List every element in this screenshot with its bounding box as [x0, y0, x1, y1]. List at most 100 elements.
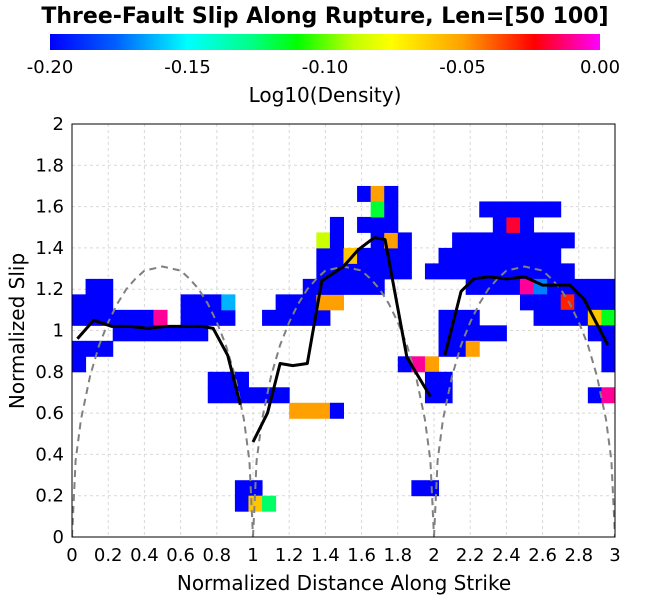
- mean-slip-line: [251, 236, 432, 443]
- x-tick-label: 0: [66, 545, 77, 566]
- x-axis-ticks: 0 0.2 0.4 0.6 0.8 1 1.2 1.4 1.6 1.8 2 2.2 2.4 2.6 2.8 3: [66, 545, 620, 566]
- heatmap-cell: [302, 294, 317, 311]
- heatmap-cell: [506, 232, 521, 249]
- heatmap-cell: [329, 402, 344, 419]
- heatmap-cell: [275, 387, 290, 404]
- heatmap-cell: [99, 340, 114, 357]
- heatmap-cell: [560, 294, 575, 311]
- x-tick-label: 2.8: [564, 545, 593, 566]
- colorbar-label: Log10(Density): [249, 83, 402, 107]
- heatmap-cell: [194, 294, 209, 311]
- heatmap-cell: [506, 201, 521, 218]
- heatmap-cell: [506, 216, 521, 233]
- mean-slip-line: [76, 318, 242, 406]
- heatmap-cell: [519, 201, 535, 218]
- heatmap-cell: [112, 325, 127, 342]
- heatmap-cell: [370, 247, 385, 264]
- heatmap-cell: [519, 247, 535, 264]
- heatmap-cell: [302, 402, 317, 419]
- heatmap-cell: [574, 309, 589, 326]
- y-tick-label: 0.4: [35, 444, 64, 465]
- heatmap-cell: [560, 309, 575, 326]
- heatmap-cell: [85, 294, 100, 311]
- heatmap-cell: [343, 247, 358, 264]
- heatmap-cell: [85, 278, 100, 295]
- heatmap-cell: [465, 340, 480, 357]
- heatmap-cell: [506, 247, 521, 264]
- heatmap-cell: [533, 263, 548, 280]
- heatmap-cell: [547, 201, 562, 218]
- heatmap-cell: [519, 232, 535, 249]
- heatmap-cell: [492, 263, 507, 280]
- x-tick-label: 1.6: [347, 545, 376, 566]
- heatmap-cell: [357, 185, 372, 202]
- heatmap-cell: [601, 309, 615, 326]
- y-tick-label: 2: [53, 114, 64, 135]
- x-tick-label: 0.6: [166, 545, 195, 566]
- heatmap-cell: [533, 232, 548, 249]
- heatmap-cell: [465, 263, 480, 280]
- chart-title: Three-Fault Slip Along Rupture, Len=[50 …: [41, 4, 608, 29]
- y-axis-ticks: 0 0.2 0.4 0.6 0.8 1 1.2 1.4 1.6 1.8 2: [35, 114, 64, 548]
- heatmap-cell: [180, 309, 195, 326]
- heatmap-cell: [479, 263, 494, 280]
- heatmap-cell: [411, 480, 426, 497]
- heatmap-cell: [384, 201, 399, 218]
- heatmap-cell: [72, 309, 87, 326]
- x-tick-label: 2.2: [456, 545, 485, 566]
- heatmap-cell: [207, 387, 222, 404]
- x-tick-label: 1.2: [275, 545, 304, 566]
- heatmap-cell: [370, 185, 385, 202]
- heatmap-cell: [99, 294, 114, 311]
- reference-curve: [433, 265, 615, 537]
- heatmap-cell: [452, 340, 467, 357]
- heatmap-cell: [153, 325, 168, 342]
- y-tick-label: 1.4: [35, 238, 64, 259]
- heatmap-cell: [438, 371, 453, 388]
- heatmap-cell: [438, 263, 453, 280]
- heatmap-cell: [519, 278, 535, 295]
- heatmap-cell: [384, 232, 399, 249]
- heatmap-cell: [329, 232, 344, 249]
- heatmap-cell: [221, 309, 236, 326]
- heatmap-cell: [85, 340, 100, 357]
- heatmap-cell: [547, 294, 562, 311]
- heatmap-cell: [397, 247, 412, 264]
- heatmap-cell: [370, 201, 385, 218]
- colorbar-tick-label: -0.10: [302, 57, 349, 78]
- heatmap-cell: [99, 278, 114, 295]
- heatmap-cells: [72, 185, 615, 512]
- heatmap-cell: [533, 247, 548, 264]
- heatmap-cell: [329, 294, 344, 311]
- heatmap-cell: [492, 232, 507, 249]
- x-tick-label: 1.8: [383, 545, 412, 566]
- x-tick-label: 0.2: [94, 545, 123, 566]
- reference-curve: [72, 265, 254, 537]
- heatmap-cell: [329, 216, 344, 233]
- colorbar-tick-label: 0.00: [580, 57, 620, 78]
- heatmap-cell: [343, 278, 358, 295]
- heatmap-cell: [479, 247, 494, 264]
- heatmap-cell: [424, 371, 440, 388]
- heatmap-cell: [180, 294, 195, 311]
- heatmap-cell: [221, 387, 236, 404]
- heatmap-cell: [560, 278, 575, 295]
- heatmap-cell: [357, 247, 372, 264]
- heatmap-cell: [262, 309, 277, 326]
- colorbar-tick-label: -0.20: [27, 57, 74, 78]
- colorbar-tick-label: -0.05: [439, 57, 486, 78]
- heatmap-cell: [547, 278, 562, 295]
- heatmap-cell: [465, 247, 480, 264]
- heatmap-cell: [587, 294, 602, 311]
- x-tick-label: 1: [247, 545, 258, 566]
- heatmap-cell: [370, 216, 385, 233]
- colorbar-ticks: -0.20 -0.15 -0.10 -0.05 0.00: [27, 57, 620, 78]
- heatmap-cell: [479, 278, 494, 295]
- heatmap-cell: [479, 201, 494, 218]
- heatmap-cell: [424, 263, 440, 280]
- series-lines: [72, 236, 615, 537]
- y-axis-label: Normalized Slip: [5, 253, 29, 409]
- x-tick-label: 0.4: [130, 545, 159, 566]
- heatmap-cell: [357, 278, 372, 295]
